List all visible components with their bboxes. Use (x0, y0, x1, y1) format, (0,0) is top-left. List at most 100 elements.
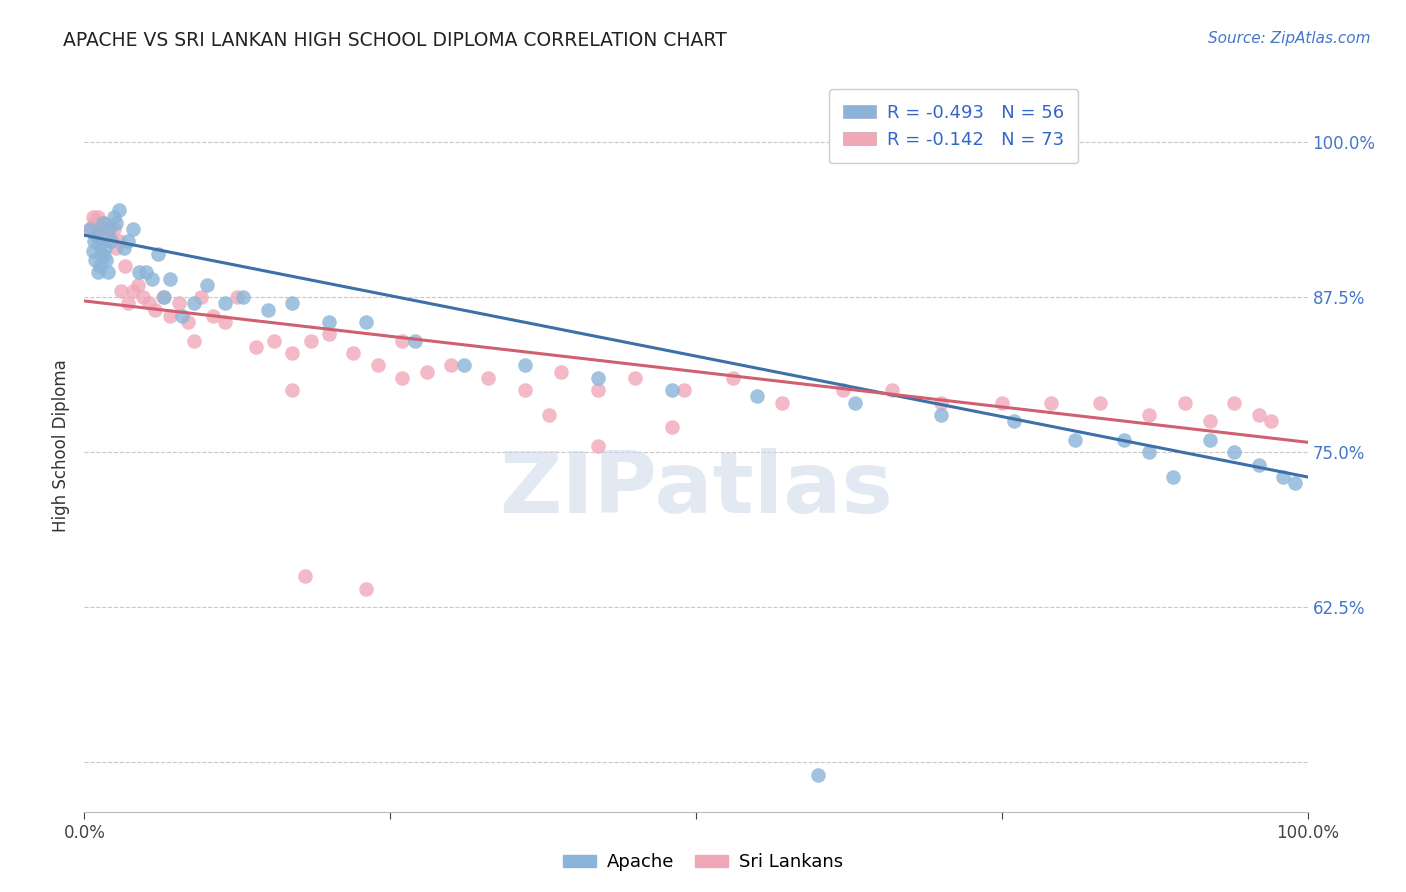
Point (281, 383, 304, 397)
Point (721, 371, 744, 385)
Point (153, 290, 176, 304)
Point (929, 408, 952, 422)
Point (128, 265, 150, 279)
Point (929, 395, 952, 409)
Point (195, 277, 218, 292)
Point (1223, 445, 1246, 459)
Point (79, 222, 101, 236)
Point (114, 259, 136, 273)
Point (100, 235, 122, 249)
Point (183, 296, 205, 310)
Point (86, 228, 108, 243)
Point (586, 371, 609, 385)
Point (141, 271, 163, 285)
Point (232, 290, 254, 304)
Point (107, 235, 129, 249)
Point (93, 216, 115, 230)
Point (440, 359, 463, 373)
Point (257, 302, 280, 317)
Point (91, 235, 114, 249)
Point (86, 222, 108, 236)
Point (1137, 408, 1160, 422)
Point (122, 284, 145, 298)
Point (672, 383, 695, 397)
Point (1247, 458, 1270, 472)
Point (117, 235, 139, 249)
Point (1247, 408, 1270, 422)
Point (1174, 395, 1197, 409)
Legend: R = -0.493   N = 56, R = -0.142   N = 73: R = -0.493 N = 56, R = -0.142 N = 73 (830, 89, 1078, 163)
Point (624, 371, 647, 385)
Point (1002, 414, 1025, 428)
Point (96, 253, 118, 268)
Point (453, 359, 475, 373)
Point (143, 302, 166, 317)
Point (1260, 414, 1282, 428)
Point (105, 216, 128, 230)
Point (513, 359, 536, 373)
Point (79, 222, 101, 236)
Point (177, 315, 200, 329)
Point (107, 203, 129, 218)
Point (263, 334, 285, 348)
Point (146, 247, 169, 261)
Point (1272, 470, 1295, 484)
Point (747, 389, 769, 403)
Point (152, 290, 174, 304)
Point (93, 249, 115, 263)
Point (550, 365, 572, 379)
Point (354, 315, 377, 329)
Point (103, 222, 125, 236)
Point (214, 296, 236, 310)
Text: ZIPatlas: ZIPatlas (499, 449, 893, 532)
Point (391, 371, 413, 385)
Point (661, 420, 683, 434)
Point (122, 222, 145, 236)
Point (538, 408, 561, 422)
Point (89, 259, 111, 273)
Point (214, 315, 236, 329)
Point (103, 210, 125, 224)
Point (117, 296, 139, 310)
Point (513, 383, 536, 397)
Point (97, 228, 120, 243)
Point (97, 222, 120, 236)
Point (132, 290, 155, 304)
Point (127, 277, 149, 292)
Point (91, 216, 114, 230)
Point (90, 247, 112, 261)
Point (1137, 445, 1160, 459)
Point (354, 582, 377, 596)
Point (245, 340, 267, 354)
Point (105, 241, 128, 255)
Point (87, 216, 110, 230)
Text: APACHE VS SRI LANKAN HIGH SCHOOL DIPLOMA CORRELATION CHART: APACHE VS SRI LANKAN HIGH SCHOOL DIPLOMA… (63, 31, 727, 50)
Point (87, 236, 110, 251)
Point (138, 296, 160, 310)
Point (1161, 470, 1184, 484)
Point (770, 395, 793, 409)
Point (190, 290, 212, 304)
Point (96, 225, 118, 239)
Point (83, 235, 105, 249)
Point (183, 334, 205, 348)
Point (97, 222, 120, 236)
Point (299, 334, 322, 348)
Point (83, 216, 105, 230)
Legend: Apache, Sri Lankans: Apache, Sri Lankans (555, 847, 851, 879)
Point (342, 346, 364, 360)
Point (807, 767, 830, 781)
Point (477, 371, 499, 385)
Point (159, 271, 181, 285)
Y-axis label: High School Diploma: High School Diploma (52, 359, 70, 533)
Point (82, 210, 104, 224)
Point (1284, 476, 1306, 491)
Point (94, 241, 117, 255)
Point (281, 346, 304, 360)
Point (1064, 433, 1087, 447)
Point (281, 296, 304, 310)
Point (1198, 433, 1220, 447)
Point (416, 365, 439, 379)
Point (135, 265, 157, 279)
Point (586, 383, 609, 397)
